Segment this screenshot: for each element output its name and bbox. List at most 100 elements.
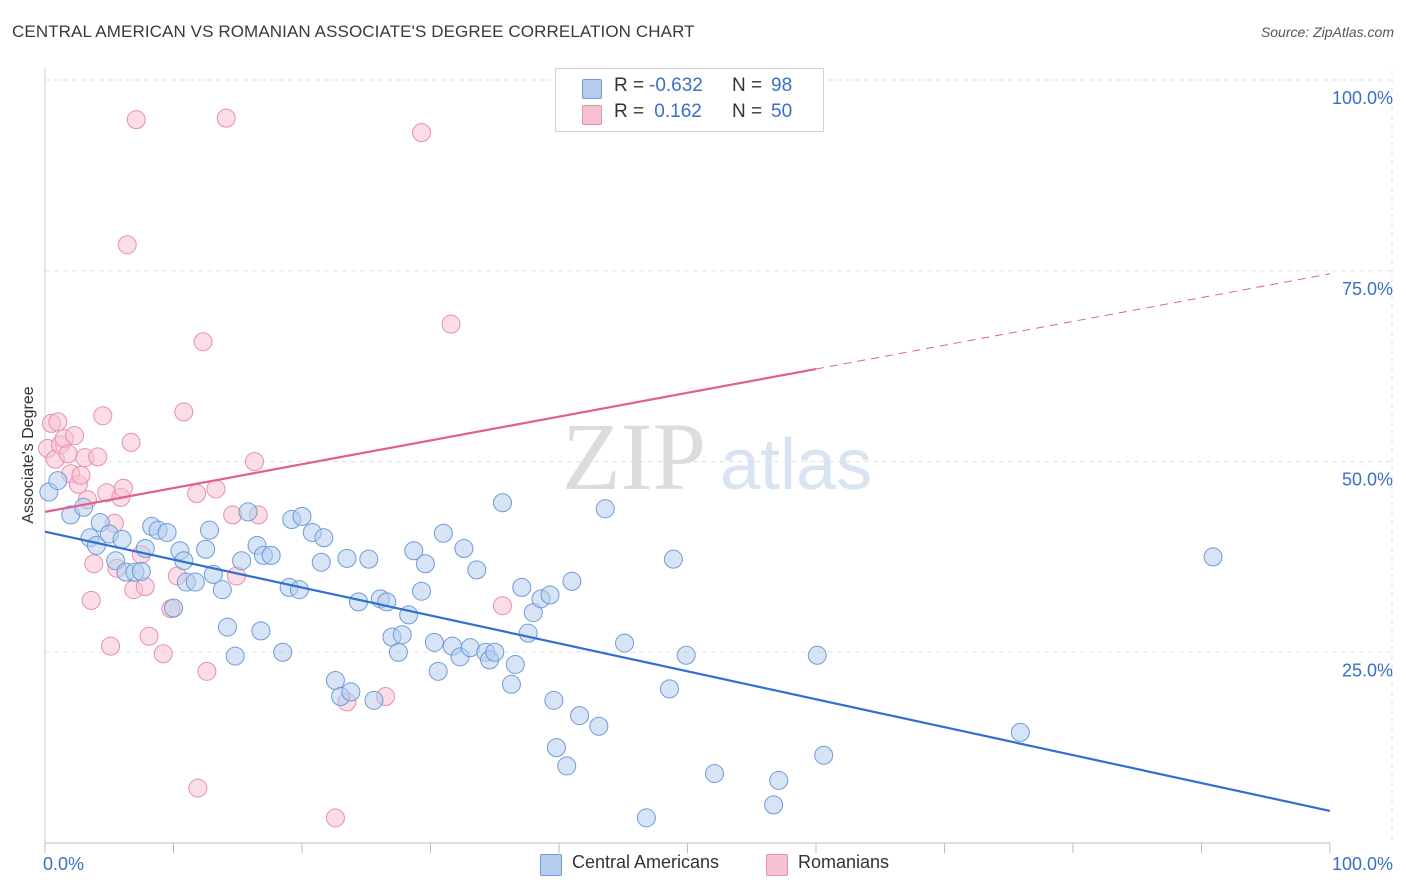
central-american-point	[415, 554, 435, 574]
central-american-points	[39, 471, 1223, 828]
romanian-trend-line	[44, 367, 817, 513]
romanian-point	[153, 644, 173, 664]
chart-title: CENTRAL AMERICAN VS ROMANIAN ASSOCIATE'S…	[12, 22, 695, 41]
watermark-atlas: atlas	[720, 425, 872, 505]
central-american-point	[676, 645, 696, 665]
legend-label: Central Americans	[572, 852, 720, 872]
central-american-point	[404, 541, 424, 561]
central-american-point	[505, 654, 525, 674]
central-american-point	[501, 674, 521, 694]
central-american-point	[764, 795, 784, 815]
blue-swatch	[540, 854, 562, 876]
central-american-point	[570, 706, 590, 726]
central-american-point	[364, 690, 384, 710]
legend-n-label: N =	[732, 75, 763, 96]
romanian-point	[81, 590, 101, 610]
romanian-point	[71, 465, 91, 485]
legend-row-central-americans: R = -0.632 N = 98	[556, 75, 823, 101]
central-american-point	[807, 645, 827, 665]
romanian-point	[48, 412, 68, 432]
central-american-point	[74, 497, 94, 517]
romanian-point	[93, 406, 113, 426]
central-american-point	[557, 756, 577, 776]
romanian-trend-line-extension	[815, 273, 1331, 370]
central-american-point	[492, 493, 512, 513]
central-american-point	[325, 670, 345, 690]
romanian-point	[101, 636, 121, 656]
romanian-point	[492, 596, 512, 616]
central-american-point	[660, 679, 680, 699]
source-label: Source: ZipAtlas.com	[1260, 24, 1394, 40]
central-american-point	[546, 738, 566, 758]
watermark: ZIP atlas	[562, 403, 872, 510]
tick-labels: 25.0% 50.0% 75.0% 100.0% 0.0% 100.0%	[43, 88, 1393, 874]
central-american-point	[232, 551, 252, 571]
central-american-point	[217, 617, 237, 637]
romanian-point	[325, 808, 345, 828]
romanian-point	[88, 447, 108, 467]
central-american-point	[518, 623, 538, 643]
central-american-point	[199, 520, 219, 540]
trend-lines	[44, 273, 1331, 813]
legend-row-romanians: R = 0.162 N = 50	[556, 101, 823, 127]
romanian-point	[244, 452, 264, 471]
central-american-point	[769, 770, 789, 790]
romanian-point	[65, 426, 85, 446]
central-american-point	[212, 580, 232, 600]
romanian-point	[121, 432, 141, 452]
romanian-point	[113, 478, 133, 498]
central-american-point	[337, 548, 357, 568]
central-american-point	[485, 642, 505, 662]
legend-r-label: R =	[614, 75, 645, 96]
legend-n-value: 98	[771, 75, 793, 96]
central-american-point	[225, 646, 245, 666]
central-american-point	[196, 539, 216, 559]
romanian-point	[126, 110, 146, 130]
central-american-point	[595, 499, 615, 519]
romanian-points	[38, 108, 512, 828]
legend-r-label: R =	[614, 101, 645, 122]
central-american-point	[1010, 722, 1030, 742]
romanian-point	[117, 235, 137, 255]
central-american-point	[615, 633, 635, 653]
central-american-point	[388, 642, 408, 662]
romanian-point	[441, 314, 461, 334]
central-american-point	[185, 572, 205, 592]
central-american-point	[238, 502, 258, 522]
central-american-point	[663, 549, 683, 569]
romanian-point	[84, 554, 104, 574]
central-american-point	[704, 764, 724, 784]
legend-r-value: -0.632	[649, 75, 703, 96]
romanian-point	[58, 444, 78, 464]
romanian-point	[412, 123, 432, 143]
stats-legend: R = -0.632 N = 98 R = 0.162 N = 50	[555, 68, 824, 132]
central-american-point	[1203, 547, 1223, 567]
central-american-point	[433, 523, 453, 543]
central-american-point	[512, 577, 532, 597]
pink-swatch	[766, 854, 788, 876]
legend-label: Romanians	[798, 852, 890, 872]
central-american-point	[392, 625, 412, 645]
central-american-point	[454, 538, 474, 558]
central-american-point	[164, 598, 183, 618]
central-american-point	[467, 560, 487, 580]
blue-swatch	[582, 79, 602, 99]
grid-lines	[45, 70, 1393, 843]
watermark-zip: ZIP	[562, 403, 706, 510]
central-american-point	[341, 682, 361, 702]
central-american-point	[131, 561, 151, 581]
central-american-point	[273, 642, 293, 662]
central-american-point	[412, 581, 432, 601]
central-american-trend-line	[44, 530, 1331, 813]
romanian-point	[174, 402, 194, 422]
romanian-point	[223, 505, 243, 525]
legend-r-value: 0.162	[649, 101, 702, 122]
central-american-point	[359, 549, 379, 569]
central-american-point	[289, 580, 309, 600]
x-tick-label: 100.0%	[1332, 854, 1393, 874]
pink-swatch	[582, 105, 602, 125]
central-american-point	[562, 571, 582, 591]
romanian-point	[206, 479, 226, 499]
central-american-point	[251, 621, 271, 641]
